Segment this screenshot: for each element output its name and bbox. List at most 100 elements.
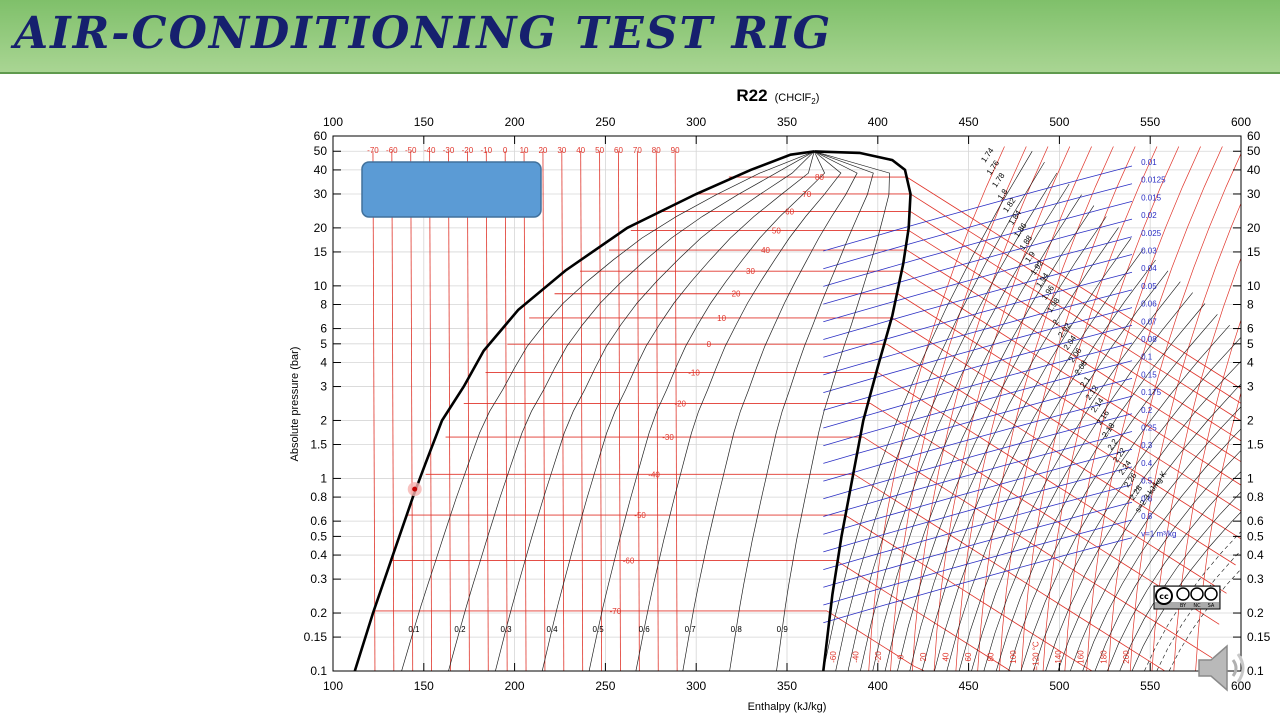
- isentrope: [1020, 325, 1230, 671]
- quality-label: 0.8: [731, 625, 743, 634]
- liquid-isotherm: [466, 151, 470, 671]
- title-bar: Air-Conditioning Test Rig: [0, 0, 1280, 74]
- blue-callout-box[interactable]: [361, 161, 542, 218]
- y-tick-label-right: 15: [1247, 245, 1261, 259]
- chart-axes: 1001001501502002002502503003003503504004…: [304, 115, 1271, 693]
- volume-label: 0.0125: [1141, 176, 1166, 185]
- y-tick-label: 50: [314, 144, 328, 158]
- state-point-marker[interactable]: [407, 482, 422, 497]
- isentrope: [884, 205, 1095, 671]
- isotherm-label: 10: [717, 314, 726, 323]
- isentrope: [1094, 449, 1241, 671]
- y-tick-label: 0.15: [304, 630, 328, 644]
- superheat-isotherm-label: 20: [919, 652, 928, 661]
- isochore: [823, 254, 1133, 340]
- volume-label: 0.02: [1141, 211, 1157, 220]
- y-tick-label-right: 60: [1247, 129, 1261, 143]
- y-tick-label: 4: [320, 355, 327, 369]
- isotherm-label: 80: [815, 173, 824, 182]
- isotherm-label-top: 50: [595, 146, 604, 155]
- volume-label: 0.6: [1141, 494, 1153, 503]
- y-tick-label: 20: [314, 221, 328, 235]
- isotherm-label-top: -60: [386, 146, 398, 155]
- superheat-isotherm-label: 60: [964, 652, 973, 661]
- isochore: [823, 378, 1133, 464]
- liquid-isotherm: [636, 151, 640, 671]
- superheat-isotherm: [1173, 318, 1241, 671]
- x-tick-label: 500: [1049, 679, 1069, 693]
- superheat-isotherm-label: 180: [1099, 650, 1108, 664]
- liquid-isotherm: [599, 151, 602, 671]
- speaker-icon[interactable]: [1195, 638, 1253, 698]
- x-tick-label: 550: [1140, 679, 1160, 693]
- isochore: [823, 218, 1133, 305]
- isochore: [823, 165, 1133, 252]
- isotherm-label-top: -70: [367, 146, 379, 155]
- x-tick-label-top: 450: [959, 115, 979, 129]
- x-tick-label: 100: [323, 679, 343, 693]
- superheat-isotherm-label: 80: [987, 652, 996, 661]
- superheat-isotherm-label: 140: [1054, 650, 1063, 664]
- liquid-isotherm: [410, 151, 414, 671]
- superheat-isotherm: [844, 514, 1093, 671]
- y-tick-label-right: 20: [1247, 221, 1261, 235]
- x-tick-label-top: 300: [686, 115, 706, 129]
- isentrope: [995, 303, 1206, 671]
- volume-label: 0.15: [1141, 370, 1157, 379]
- y-tick-label: 10: [314, 279, 328, 293]
- isentrope: [835, 161, 1045, 671]
- isochore: [823, 501, 1133, 588]
- isotherm-label: 70: [802, 190, 811, 199]
- isotherm-label-top: -10: [480, 146, 492, 155]
- isentrope: [1008, 314, 1218, 671]
- superheat-isotherm: [910, 193, 1241, 404]
- superheat-isotherm: [1151, 257, 1241, 671]
- volume-label: 0.04: [1141, 264, 1157, 273]
- isotherm-label-top: -20: [462, 146, 474, 155]
- y-tick-label: 5: [320, 337, 327, 351]
- y-tick-label: 40: [314, 163, 328, 177]
- isentrope: [1082, 428, 1241, 671]
- isotherm-label: -60: [623, 556, 635, 565]
- isentrope: [1045, 360, 1241, 671]
- quality-line: [635, 151, 842, 671]
- isentrope-lines: [823, 151, 1241, 671]
- isochore: [823, 324, 1133, 411]
- isotherm-label: -20: [674, 399, 686, 408]
- isentrope: [983, 292, 1193, 671]
- isochore: [823, 289, 1133, 376]
- quality-line: [588, 151, 826, 671]
- svg-text:BY: BY: [1180, 603, 1187, 609]
- y-tick-label: 0.8: [310, 490, 327, 504]
- y-tick-label: 0.5: [310, 529, 327, 543]
- y-tick-label-right: 1.5: [1247, 438, 1264, 452]
- y-tick-label-right: 1: [1247, 471, 1254, 485]
- svg-text:cc: cc: [1159, 592, 1169, 601]
- y-tick-label-right: 40: [1247, 163, 1261, 177]
- isochore: [823, 413, 1133, 500]
- isochore: [823, 360, 1133, 447]
- isotherm-label-top: -40: [424, 146, 436, 155]
- isotherm-label-top: -30: [443, 146, 455, 155]
- volume-label: 0.1: [1141, 353, 1153, 362]
- y-tick-label: 1: [320, 471, 327, 485]
- isotherm-lines: [372, 146, 1241, 671]
- isochore: [823, 236, 1133, 323]
- quality-line: [541, 151, 815, 671]
- x-tick-label: 200: [505, 679, 525, 693]
- volume-label: 0.07: [1141, 317, 1157, 326]
- volume-label: 0.025: [1141, 229, 1162, 238]
- isentrope: [921, 238, 1132, 671]
- isotherm-label: 40: [761, 246, 770, 255]
- superheat-isotherm-label: 100: [1009, 650, 1018, 664]
- svg-text:SA: SA: [1208, 603, 1215, 609]
- superheat-isotherm: [863, 436, 1213, 659]
- liquid-isotherm: [561, 151, 565, 671]
- y-tick-label: 15: [314, 245, 328, 259]
- superheat-isotherm: [1129, 202, 1241, 671]
- isotherm-label: 30: [746, 267, 755, 276]
- isochore: [823, 183, 1133, 270]
- isentrope: [934, 248, 1144, 671]
- isentrope: [971, 281, 1181, 671]
